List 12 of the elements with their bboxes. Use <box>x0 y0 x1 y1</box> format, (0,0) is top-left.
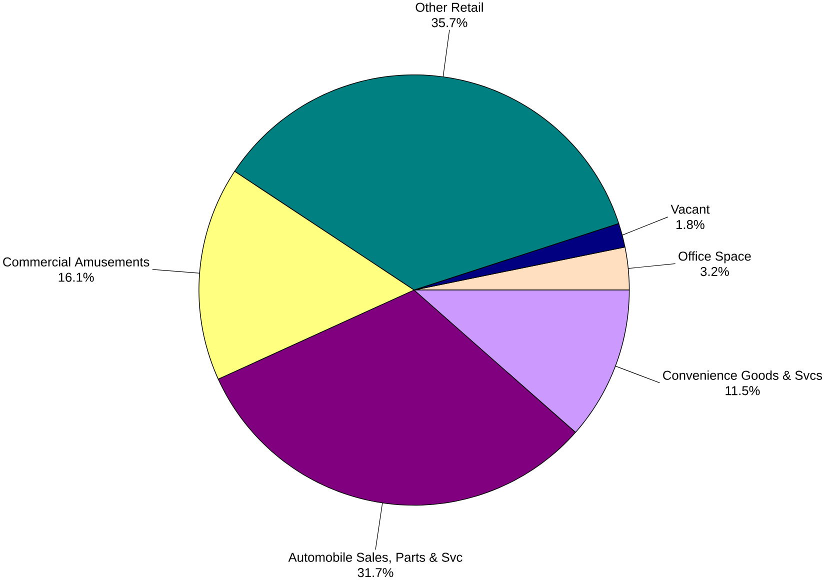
slice-label: Vacant <box>670 205 710 214</box>
data-label: 1.8% <box>676 220 704 230</box>
data-label: 31.7% <box>358 568 394 578</box>
data-label: 16.1% <box>58 272 94 282</box>
slice-label: Convenience Goods & Svcs <box>663 370 822 380</box>
slice-label: Office Space <box>678 251 751 264</box>
slice-label: Commercial Amusements <box>3 257 150 267</box>
data-label: 3.2% <box>700 267 729 276</box>
slice-label: Other Retail <box>416 2 483 12</box>
slice-label: Automobile Sales, Parts & Svc <box>288 552 462 564</box>
data-label: 35.7% <box>432 18 468 28</box>
data-label: 11.5% <box>726 386 760 396</box>
